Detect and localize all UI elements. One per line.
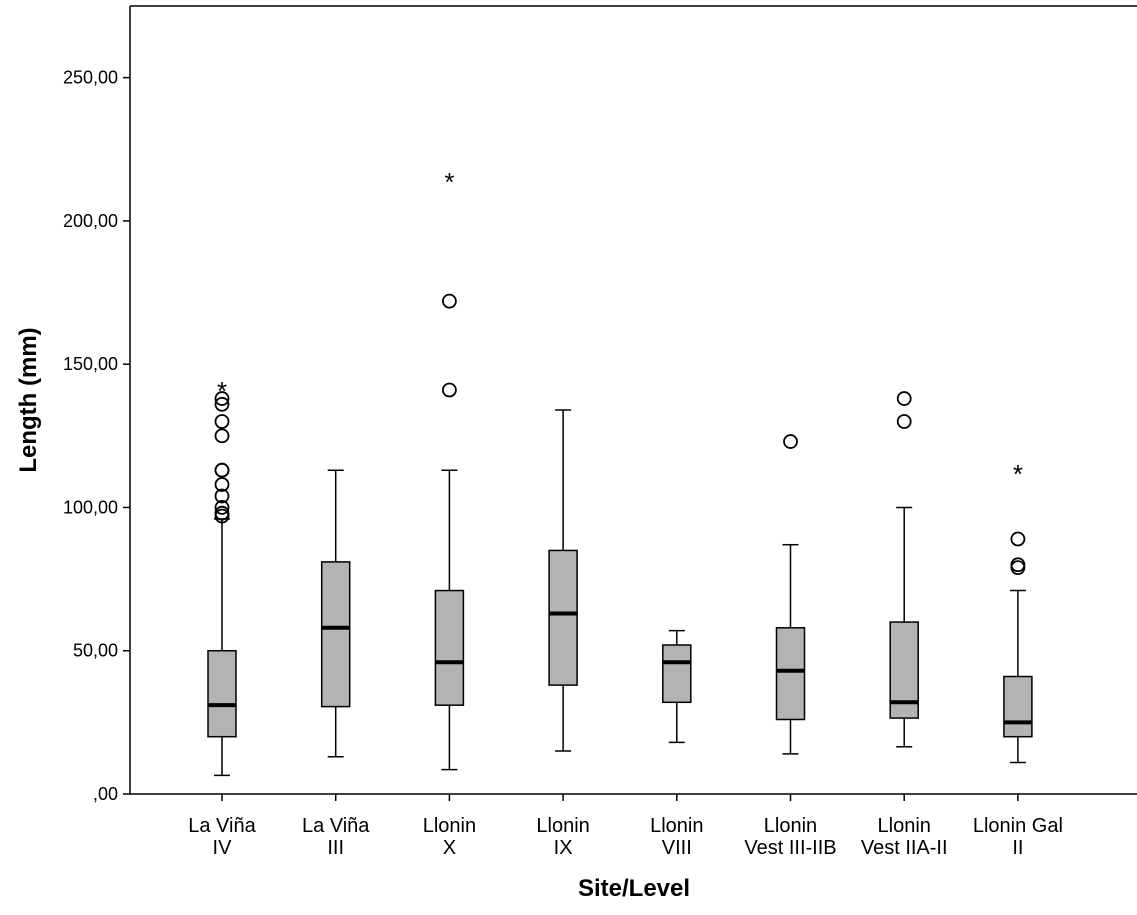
y-tick-label: 50,00 [73, 641, 118, 661]
box-group [320, 469, 351, 758]
x-tick-label: Llonin [423, 815, 476, 837]
x-tick-label: Llonin [878, 815, 931, 837]
x-tick-label: Llonin Gal [973, 815, 1063, 837]
outlier-point [214, 391, 230, 406]
outlier-point [214, 462, 230, 478]
x-tick-label: Vest III-IIB [744, 837, 836, 859]
iqr-box [548, 549, 578, 686]
x-tick-label: IV [213, 837, 233, 859]
x-tick-label: IX [554, 837, 573, 859]
outlier-point [896, 414, 912, 429]
x-tick-label: Llonin [536, 815, 589, 837]
box-group [548, 409, 578, 752]
extreme-point: * [444, 167, 454, 197]
outlier-point [783, 434, 798, 449]
x-tick-label: Vest IIA-II [861, 837, 948, 859]
y-tick-label: 150,00 [63, 354, 118, 374]
x-tick-label: II [1012, 837, 1023, 859]
outlier-point [1010, 557, 1026, 573]
y-axis-title: Length (mm) [15, 327, 42, 472]
x-tick-label: X [443, 837, 456, 859]
iqr-box [662, 644, 692, 704]
x-tick-label: VIII [662, 837, 692, 859]
extreme-point: * [217, 376, 227, 406]
outlier-point [1010, 560, 1026, 576]
outlier-point [214, 488, 230, 504]
x-tick-label: Llonin [650, 815, 703, 837]
box-group [662, 629, 692, 744]
iqr-box [1003, 675, 1033, 738]
box-group: * [434, 167, 465, 771]
box-group [775, 434, 806, 755]
outlier-point [441, 382, 457, 398]
x-tick-label: La Viña [302, 815, 370, 837]
iqr-box [434, 589, 465, 706]
iqr-box [320, 561, 351, 708]
x-tick-label: La Viña [188, 815, 256, 837]
extreme-point: * [1013, 459, 1023, 489]
x-axis-title: Site/Level [578, 875, 690, 902]
x-tick-label: III [327, 837, 344, 859]
box-group [889, 391, 919, 748]
outlier-point [214, 414, 230, 429]
y-tick-label: 250,00 [63, 68, 118, 88]
iqr-box [775, 627, 806, 721]
outlier-point [214, 505, 230, 521]
y-tick-label: 200,00 [63, 211, 118, 231]
outlier-point [441, 293, 457, 309]
box-group: * [207, 376, 237, 777]
outlier-point [896, 391, 912, 406]
outlier-point [214, 428, 230, 444]
outlier-point [1010, 531, 1026, 547]
iqr-box [207, 649, 237, 738]
box-group: * [1003, 459, 1033, 764]
y-tick-label: 100,00 [63, 497, 118, 517]
outlier-point [214, 477, 230, 492]
plot-marks: * * * [207, 167, 1033, 777]
y-tick-label: ,00 [93, 784, 118, 804]
outlier-point [214, 500, 230, 515]
outlier-point [214, 396, 230, 412]
x-tick-label: Llonin [764, 815, 817, 837]
